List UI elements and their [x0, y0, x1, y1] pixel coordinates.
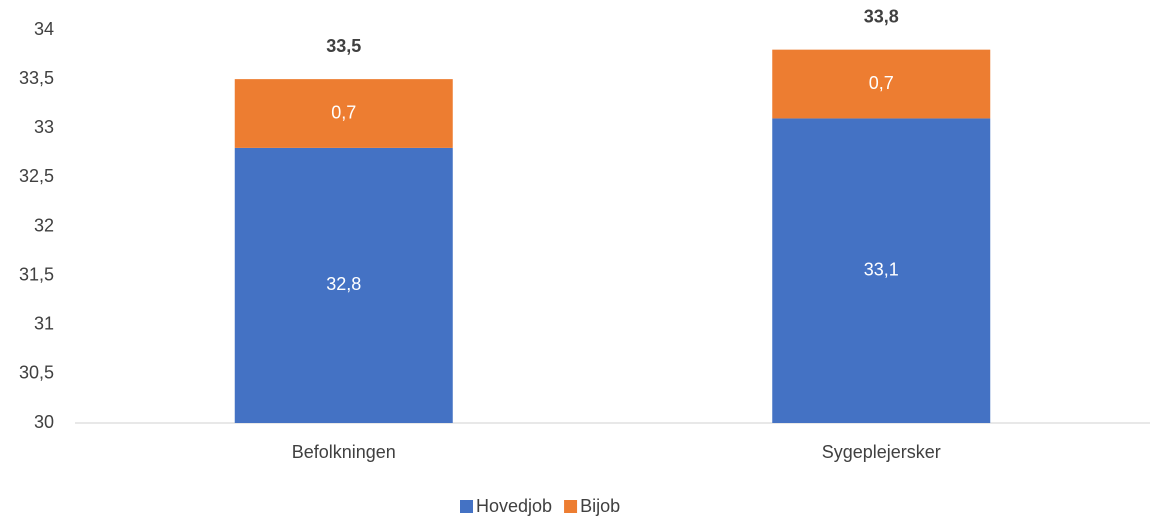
bar-segment [234, 79, 453, 148]
bar-segment [772, 49, 991, 119]
y-tick-label: 33,5 [19, 68, 54, 88]
total-label: 33,5 [326, 36, 361, 56]
legend-label: Bijob [580, 496, 620, 516]
y-tick-label: 31,5 [19, 264, 54, 284]
data-label: 32,8 [326, 274, 361, 294]
x-tick-label: Befolkningen [292, 442, 396, 462]
y-tick-label: 30,5 [19, 363, 54, 383]
y-tick-label: 31 [34, 314, 54, 334]
y-tick-label: 32,5 [19, 166, 54, 186]
y-tick-label: 34 [34, 19, 54, 39]
legend-swatch [460, 500, 473, 513]
bar-segment [772, 118, 991, 424]
data-label: 0,7 [331, 102, 356, 122]
y-tick-label: 30 [34, 412, 54, 432]
legend-swatch [564, 500, 578, 513]
x-tick-label: Sygeplejersker [822, 442, 941, 462]
data-label: 0,7 [869, 73, 894, 93]
total-label: 33,8 [864, 6, 899, 26]
data-label: 33,1 [864, 259, 899, 279]
legend-label: Hovedjob [476, 496, 552, 516]
bar-segment [234, 147, 453, 423]
y-tick-label: 32 [34, 215, 54, 235]
y-tick-label: 33 [34, 117, 54, 137]
